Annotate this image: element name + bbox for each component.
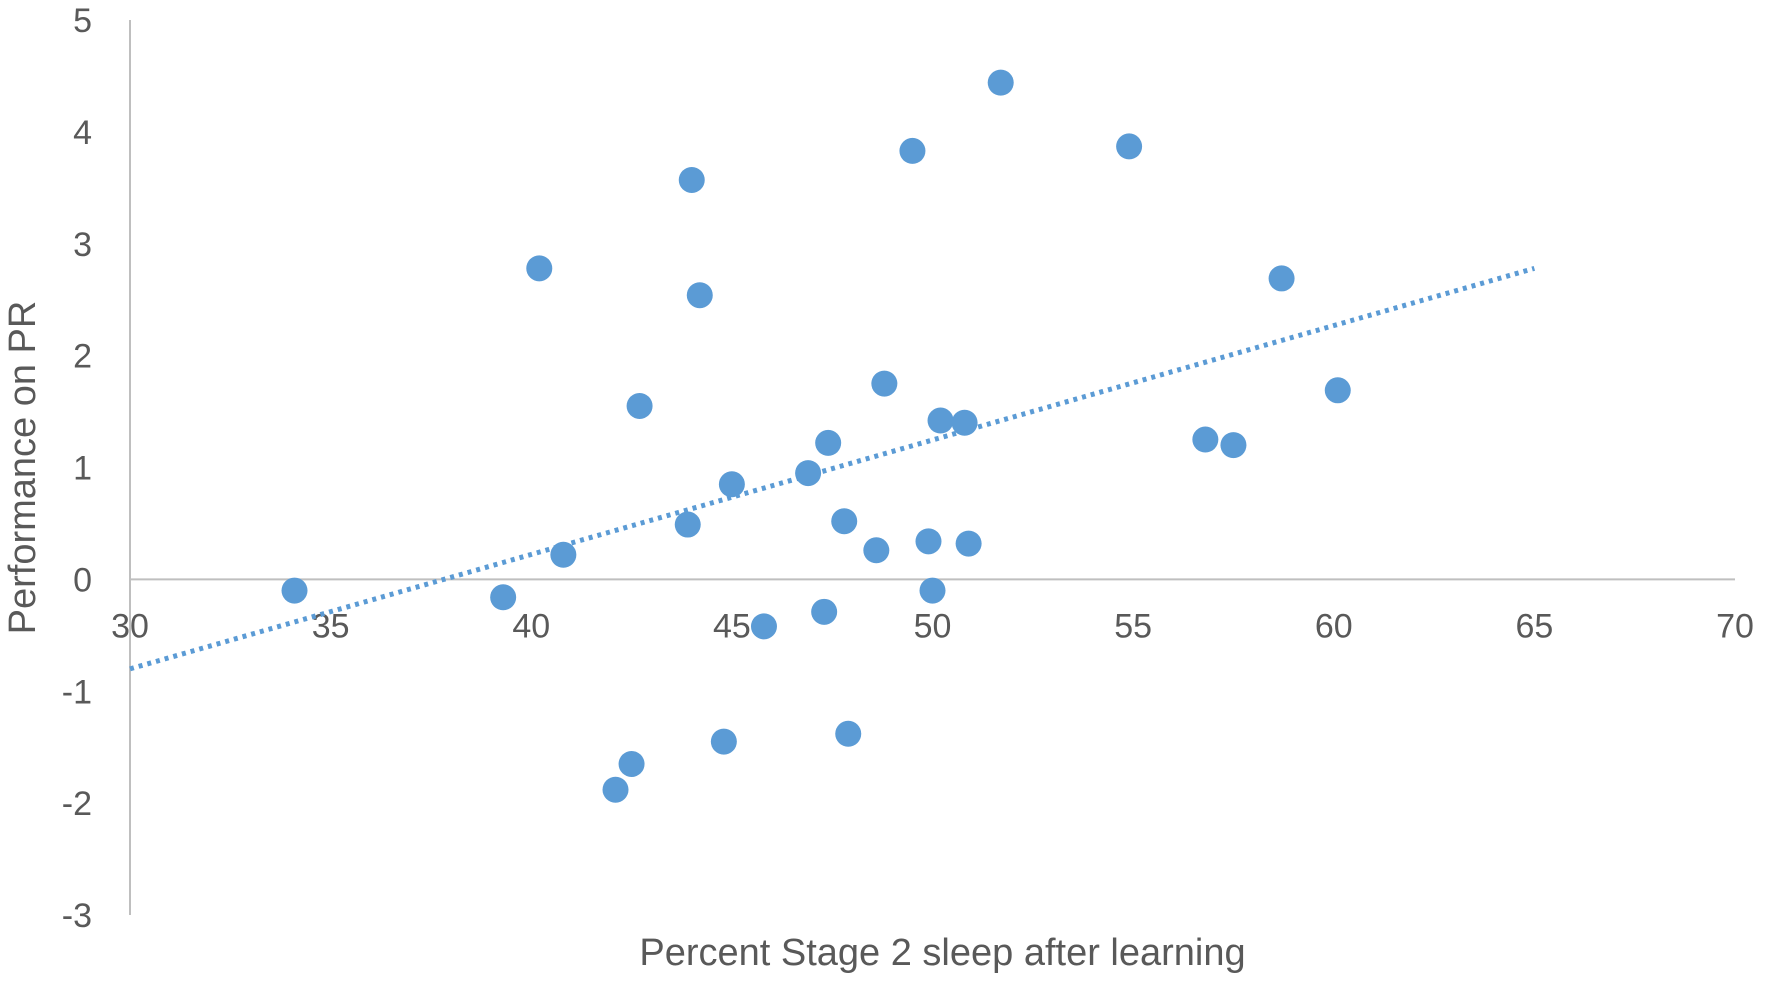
x-tick-label: 30 <box>111 607 149 645</box>
x-tick-label: 40 <box>512 607 550 645</box>
data-point <box>750 613 777 640</box>
y-tick-label: 1 <box>73 450 92 488</box>
y-tick-label: -2 <box>62 785 92 823</box>
data-point <box>710 728 737 755</box>
data-point <box>626 392 653 419</box>
y-tick-label: -3 <box>62 897 92 935</box>
data-point <box>815 429 842 456</box>
data-point <box>1220 432 1247 459</box>
x-tick-label: 70 <box>1716 607 1754 645</box>
trendline-group <box>129 265 1536 672</box>
x-axis-title: Percent Stage 2 sleep after learning <box>639 932 1245 974</box>
data-point <box>871 370 898 397</box>
y-tick-label: -1 <box>62 673 92 711</box>
data-point <box>987 69 1014 96</box>
y-axis-title: Performance on PR <box>2 301 44 635</box>
data-point <box>550 541 577 568</box>
data-point <box>281 577 308 604</box>
y-tick-label: 5 <box>73 2 92 40</box>
data-point <box>718 471 745 498</box>
x-tick-label: 45 <box>713 607 751 645</box>
data-point <box>1268 265 1295 292</box>
data-points <box>281 69 1351 803</box>
trendline <box>129 265 1536 672</box>
x-tick-labels: 30 35 40 45 50 55 60 65 70 <box>111 607 1754 645</box>
data-point <box>602 776 629 803</box>
y-tick-labels: -3 -2 -1 0 1 2 3 4 5 <box>62 2 92 935</box>
data-point <box>811 598 838 625</box>
data-point <box>686 282 713 309</box>
data-point <box>919 577 946 604</box>
x-tick-label: 65 <box>1515 607 1553 645</box>
data-point <box>955 530 982 557</box>
y-tick-label: 0 <box>73 561 92 599</box>
x-tick-label: 55 <box>1114 607 1152 645</box>
data-point <box>490 584 517 611</box>
data-point <box>1192 426 1219 453</box>
data-point <box>1116 133 1143 160</box>
data-point <box>674 511 701 538</box>
data-point <box>915 528 942 555</box>
data-point <box>678 166 705 193</box>
axes <box>129 20 1735 915</box>
data-point <box>927 407 954 434</box>
y-tick-label: 4 <box>73 114 92 152</box>
data-point <box>618 750 645 777</box>
y-tick-label: 3 <box>73 226 92 264</box>
x-tick-label: 50 <box>914 607 952 645</box>
data-point <box>831 508 858 535</box>
y-tick-label: 2 <box>73 338 92 376</box>
data-point <box>863 537 890 564</box>
data-point <box>951 409 978 436</box>
x-tick-label: 60 <box>1315 607 1353 645</box>
data-point <box>1324 377 1351 404</box>
data-point <box>795 460 822 487</box>
data-point <box>835 720 862 747</box>
data-point <box>899 137 926 164</box>
data-point <box>526 255 553 282</box>
